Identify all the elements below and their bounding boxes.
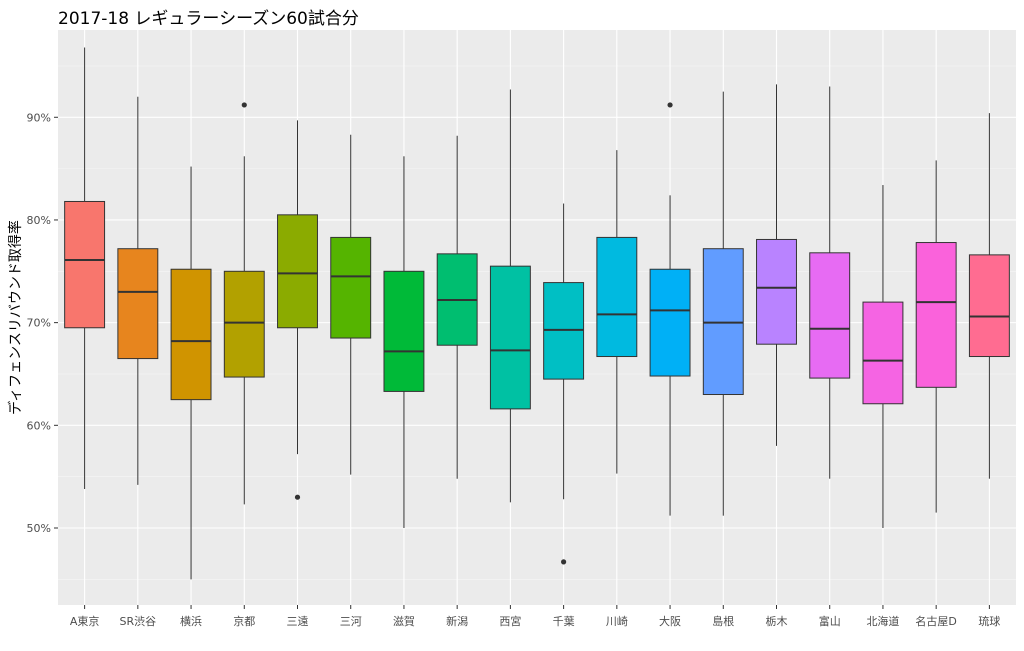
box: [915, 242, 957, 388]
chart-title: 2017-18 レギュラーシーズン60試合分: [58, 9, 359, 29]
x-tick-label: 川崎: [606, 614, 628, 628]
box-group: [277, 120, 318, 500]
box: [596, 236, 638, 358]
boxes: [64, 47, 1010, 580]
box-group: [702, 91, 744, 516]
x-tick-label: 千葉: [553, 614, 575, 628]
x-tick-label: 三遠: [287, 615, 309, 628]
outlier-point: [561, 559, 567, 565]
x-tick-label: 滋賀: [393, 615, 415, 628]
outlier-point: [241, 102, 247, 108]
box: [543, 282, 585, 380]
box: [809, 252, 851, 379]
box-group: [809, 86, 851, 479]
y-tick-label: 90%: [27, 111, 51, 124]
x-tick-label: 京都: [233, 614, 255, 628]
box-group: [117, 96, 159, 485]
outlier-point: [667, 102, 673, 108]
box: [862, 301, 904, 405]
x-tick-label: SR渋谷: [120, 615, 157, 628]
x-tick-label: 栃木: [766, 614, 788, 628]
box-group: [383, 156, 425, 528]
box-group: [915, 160, 957, 513]
x-axis: A東京 SR渋谷 横浜 京都 三遠 三河 滋賀 新潟 西宮 千葉 川崎 大阪 島根 栃木 富山 北海道 名古屋D…: [70, 605, 1000, 628]
box-group: [968, 113, 1010, 479]
y-tick-label: 60%: [27, 419, 51, 432]
x-tick-label: 島根: [712, 614, 734, 628]
box: [223, 270, 265, 378]
box: [383, 270, 425, 392]
grid-minor: [58, 65, 1016, 580]
y-tick-label: 80%: [27, 214, 51, 227]
box: [649, 268, 691, 377]
outlier-point: [294, 494, 301, 500]
x-tick-label: 北海道: [866, 614, 899, 628]
box-group: [862, 185, 904, 528]
x-tick-label: 富山: [819, 614, 841, 628]
x-tick-label: A東京: [70, 614, 100, 628]
box: [170, 268, 212, 401]
box: [277, 214, 318, 329]
box: [702, 248, 744, 396]
y-axis-title: ディフェンスリバウンド取得率: [7, 220, 24, 415]
x-tick-label: 横浜: [180, 614, 202, 628]
box: [489, 265, 531, 410]
box-group: [330, 134, 372, 475]
box-group: [649, 102, 691, 516]
box-group: [64, 47, 106, 489]
x-tick-label: 大阪: [659, 614, 681, 628]
box-group: [436, 135, 478, 479]
box-group: [223, 102, 265, 505]
x-tick-label: 西宮: [499, 614, 521, 628]
plot-panel: [58, 30, 1016, 605]
x-tick-label: 琉球: [978, 614, 1000, 628]
y-axis: 50% 60% 70% 80% 90%: [27, 111, 58, 535]
box-group: [596, 150, 638, 474]
box-group: [170, 166, 212, 580]
box: [756, 238, 797, 345]
y-tick-label: 50%: [27, 522, 51, 535]
box: [330, 236, 372, 339]
box: [64, 200, 106, 329]
x-tick-label: 名古屋D: [915, 614, 956, 628]
box-group: [756, 84, 797, 446]
box: [968, 254, 1010, 358]
x-tick-label: 三河: [340, 615, 362, 628]
box-group: [489, 89, 531, 503]
box-group: [543, 203, 585, 565]
box: [117, 248, 159, 360]
y-tick-label: 70%: [27, 317, 51, 330]
x-tick-label: 新潟: [446, 614, 468, 628]
